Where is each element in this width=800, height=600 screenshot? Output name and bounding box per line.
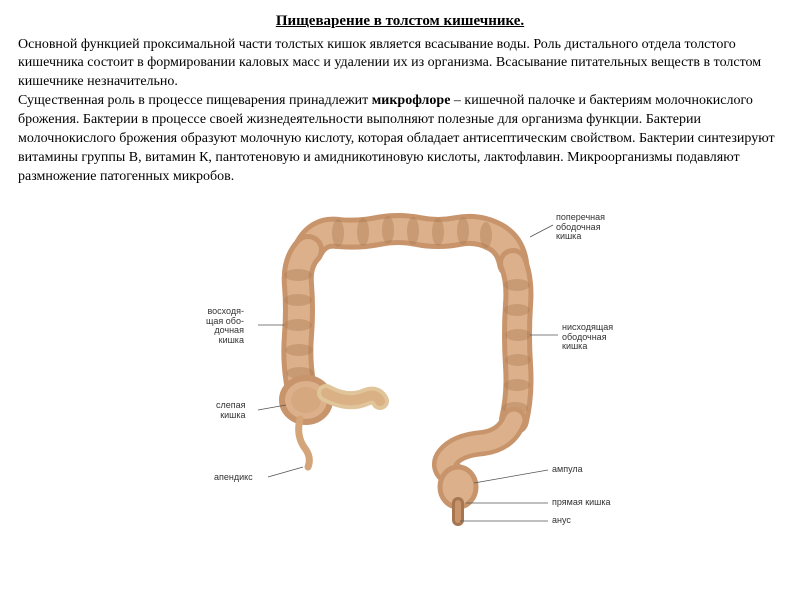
label-transverse: поперечнаяободочнаякишка [556, 213, 605, 243]
label-ampulla: ампула [552, 465, 583, 475]
paragraph-2-pre: Существенная роль в процессе пищеварения… [18, 93, 372, 108]
body-text: Основной функцией проксимальной части то… [18, 36, 782, 187]
paragraph-1: Основной функцией проксимальной части то… [18, 37, 761, 90]
label-descending: нисходящаяободочнаякишка [562, 323, 613, 353]
colon-svg [248, 195, 588, 535]
label-appendix: апендикс [214, 473, 253, 483]
label-anus: анус [552, 516, 571, 526]
label-ascending: восходя-щая обо-дочнаякишка [206, 307, 244, 347]
label-rectum: прямая кишка [552, 498, 611, 508]
page-title: Пищеварение в толстом кишечнике. [18, 12, 782, 32]
microflora-highlight: микрофлоре [372, 93, 451, 108]
label-cecum: слепаякишка [216, 401, 246, 421]
colon-diagram: поперечнаяободочнаякишка нисходящаяободо… [18, 195, 778, 535]
